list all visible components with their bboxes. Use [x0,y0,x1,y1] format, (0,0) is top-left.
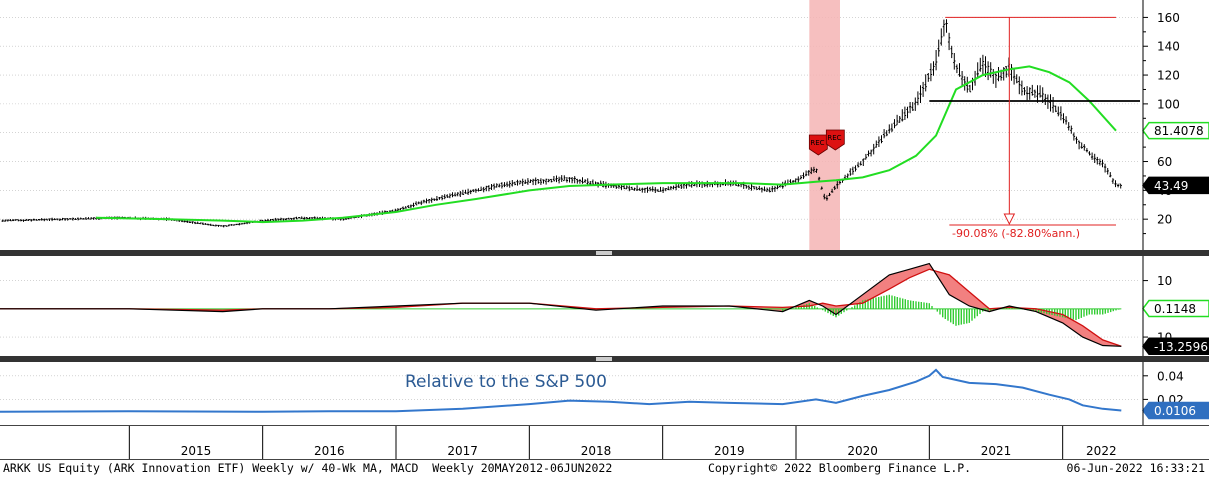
price-last-value-tag-box [1142,121,1209,140]
macd-last-value-tag-box [1142,337,1209,356]
footer-center: Copyright© 2022 Bloomberg Finance L.P. [708,461,972,475]
year-label: 2016 [314,444,345,458]
price-ytick-label: 140 [1157,40,1180,54]
panel-separator-grip [596,357,612,361]
recession-marker-label: REC [827,134,841,142]
recession-marker-label: REC [810,139,824,147]
signal-line [0,268,1122,347]
macd-ytick-label: 10 [1157,274,1172,288]
year-label: 2021 [981,444,1012,458]
price-last-value-tag: 81.4078 [1154,124,1204,138]
year-label: 2017 [447,444,478,458]
relative-line [0,368,1122,413]
price-bars [1,19,1122,228]
footer-left: ARKK US Equity (ARK Innovation ETF) Week… [3,461,613,475]
macd-line [0,262,1122,347]
panel-separator-grip [596,251,612,255]
relative-panel-title: Relative to the S&P 500 [405,372,607,392]
macd-last-value-tag: 0.1148 [1154,302,1196,316]
year-label: 2015 [181,444,212,458]
recession-band [809,0,840,250]
moving-average-line [95,65,1117,224]
chart: 20406080100120140160-90.08% (-82.80%ann.… [0,0,1209,460]
price-last-value-tag-box [1142,176,1209,195]
drawdown-arrow [1003,213,1016,226]
price-ytick-label: 20 [1157,213,1172,227]
drawdown-label: -90.08% (-82.80%ann.) [952,227,1080,240]
year-label: 2020 [847,444,878,458]
price-ytick-label: 160 [1157,11,1180,25]
year-label: 2019 [714,444,745,458]
price-ytick-label: 120 [1157,69,1180,83]
relative-ytick-label: 0.04 [1157,369,1184,383]
price-last-value-tag: 43.49 [1154,179,1188,193]
relative-last-value-tag: 0.0106 [1154,404,1196,418]
recession-marker [808,134,828,156]
year-label: 2018 [581,444,612,458]
price-ytick-label: 100 [1157,97,1180,111]
footer-right: 06-Jun-2022 16:33:21 [1066,461,1205,475]
macd-last-value-tag-box [1142,299,1209,318]
year-label: 2022 [1086,444,1117,458]
relative-last-value-tag-box [1142,401,1209,420]
price-ytick-label: 60 [1157,155,1172,169]
macd-last-value-tag: -13.2596 [1154,340,1208,354]
macd-signal-fill [0,263,1122,347]
recession-marker [825,129,845,151]
